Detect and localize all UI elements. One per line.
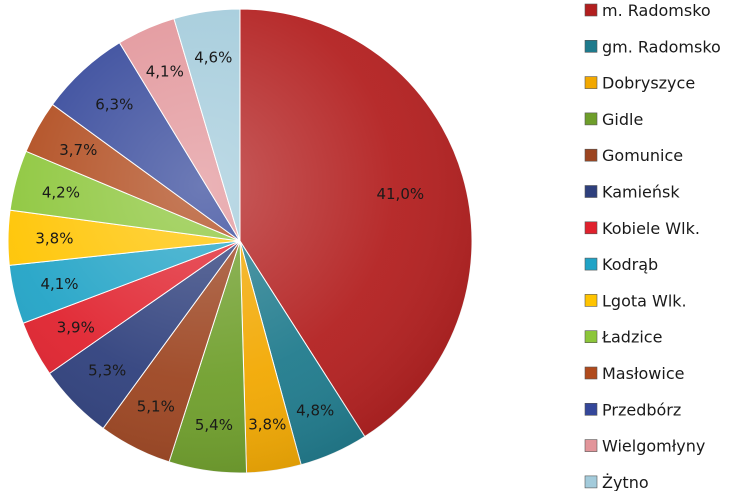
legend-swatch-0 <box>584 3 598 17</box>
legend-label-4: Gomunice <box>602 146 683 165</box>
legend-swatch-10 <box>584 366 598 380</box>
data-label-5: 5,3% <box>88 362 126 380</box>
legend-label-0: m. Radomsko <box>602 1 711 20</box>
legend-swatch-9 <box>584 330 598 344</box>
data-label-13: 4,6% <box>194 48 232 66</box>
legend-label-3: Gidle <box>602 110 643 129</box>
legend-label-9: Ładzice <box>601 328 662 347</box>
data-label-2: 3,8% <box>248 416 286 434</box>
legend-item-8: Lgota Wlk. <box>584 291 687 310</box>
legend-item-12: Wielgomłyny <box>584 437 705 456</box>
legend-label-2: Dobryszyce <box>602 74 695 93</box>
data-label-3: 5,4% <box>195 416 233 434</box>
legend-item-9: Ładzice <box>584 328 662 347</box>
legend-swatch-5 <box>584 185 598 198</box>
data-label-0: 41,0% <box>376 185 424 203</box>
pie-data-labels: 41,0% 4,8% 3,8% 5,4% 5,1% 5,3% 3,9% 4,1% 3,8% 4,2… <box>35 48 424 434</box>
legend-item-11: Przedbórz <box>584 400 681 419</box>
legend-item-7: Kodrąb <box>584 255 658 274</box>
legend-label-11: Przedbórz <box>602 400 681 419</box>
legend-item-5: Kamieńsk <box>584 183 680 202</box>
legend-label-8: Lgota Wlk. <box>602 291 687 310</box>
legend-swatch-13 <box>584 475 598 489</box>
legend-label-7: Kodrąb <box>602 255 658 274</box>
pie-slices <box>7 8 473 474</box>
legend: m. Radomsko gm. Radomsko Dobryszyce Gidle Go… <box>584 1 721 491</box>
data-label-4: 5,1% <box>137 397 175 415</box>
legend-swatch-8 <box>584 294 598 307</box>
legend-label-12: Wielgomłyny <box>602 437 705 456</box>
legend-label-5: Kamieńsk <box>602 183 680 202</box>
legend-label-1: gm. Radomsko <box>602 37 721 56</box>
data-label-11: 6,3% <box>95 95 133 113</box>
legend-swatch-3 <box>584 112 598 126</box>
data-label-7: 4,1% <box>40 275 78 293</box>
legend-item-13: Żytno <box>584 473 649 491</box>
data-label-12: 4,1% <box>146 62 184 80</box>
legend-item-2: Dobryszyce <box>584 74 695 93</box>
legend-label-10: Masłowice <box>602 364 684 383</box>
data-label-9: 4,2% <box>42 183 80 201</box>
legend-swatch-11 <box>584 402 598 416</box>
legend-item-0: m. Radomsko <box>584 1 711 20</box>
legend-swatch-12 <box>584 439 598 452</box>
legend-label-13: Żytno <box>602 473 649 491</box>
legend-swatch-2 <box>584 76 598 89</box>
legend-swatch-1 <box>584 39 598 53</box>
legend-item-4: Gomunice <box>584 146 683 165</box>
legend-item-6: Kobiele Wlk. <box>584 219 700 238</box>
legend-swatch-7 <box>584 257 598 271</box>
legend-item-3: Gidle <box>584 110 643 129</box>
legend-swatch-4 <box>584 148 598 162</box>
data-label-8: 3,8% <box>35 229 73 247</box>
data-label-10: 3,7% <box>59 141 97 159</box>
legend-swatch-6 <box>584 221 598 235</box>
legend-item-1: gm. Radomsko <box>584 37 721 56</box>
data-label-1: 4,8% <box>296 402 334 420</box>
data-label-6: 3,9% <box>57 319 95 337</box>
legend-label-6: Kobiele Wlk. <box>602 219 700 238</box>
legend-item-10: Masłowice <box>584 364 684 383</box>
